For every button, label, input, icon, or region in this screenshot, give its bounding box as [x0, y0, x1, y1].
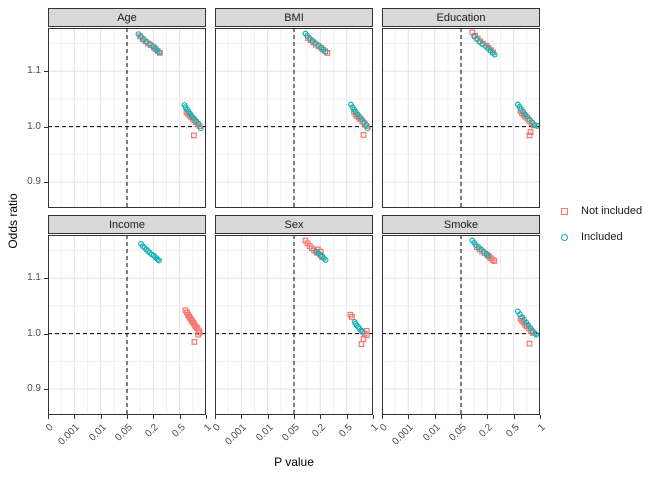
x-tick — [346, 415, 348, 419]
data-point-square — [527, 129, 534, 136]
data-point-square — [526, 132, 533, 139]
data-point-circle — [491, 51, 498, 58]
data-point-circle — [197, 125, 204, 132]
x-tick — [513, 415, 515, 419]
x-tick — [153, 415, 155, 419]
legend-label-not-included: Not included — [581, 205, 643, 217]
x-tick — [320, 415, 322, 419]
facet-panel-smoke — [382, 235, 540, 415]
y-tick-label: 1.0 — [27, 120, 41, 132]
x-tick — [100, 415, 102, 419]
data-point-square — [358, 341, 365, 348]
facet-strip-bmi: BMI — [215, 8, 373, 27]
y-tick — [44, 388, 48, 390]
facet-panel-age — [48, 28, 206, 208]
facet-strip-sex: Sex — [215, 215, 373, 234]
facet-strip-smoke: Smoke — [382, 215, 540, 234]
data-point-square — [491, 258, 498, 264]
y-tick — [44, 181, 48, 183]
x-axis-title: P value — [274, 455, 314, 469]
y-tick — [44, 333, 48, 335]
facet-strip-income: Income — [48, 215, 206, 234]
legend-item-included: Included — [561, 228, 642, 246]
facet-title: Sex — [284, 218, 304, 231]
panel-border — [215, 28, 373, 208]
data-point-circle — [532, 330, 539, 337]
y-tick-label: 1.0 — [27, 327, 41, 339]
y-tick-label: 0.9 — [27, 175, 41, 187]
x-tick — [267, 415, 269, 419]
data-point-circle — [154, 256, 161, 263]
x-tick — [461, 415, 462, 419]
y-tick — [44, 126, 48, 128]
facet-panel-income — [48, 235, 206, 415]
x-tick — [127, 415, 128, 419]
facet-title: BMI — [284, 11, 304, 24]
y-tick-label: 0.9 — [27, 382, 41, 394]
data-point-square — [360, 131, 367, 138]
x-tick — [48, 415, 49, 419]
data-point-circle — [322, 48, 329, 55]
legend-item-not-included: Not included — [561, 202, 642, 220]
facet-strip-education: Education — [382, 8, 540, 27]
data-point-square — [192, 323, 199, 330]
y-axis-title: Odds ratio — [6, 193, 20, 249]
data-point-square — [191, 338, 198, 345]
legend: Not included Included — [561, 202, 642, 254]
data-point-square — [363, 332, 370, 339]
x-tick — [434, 415, 436, 419]
panel-border — [48, 28, 206, 208]
facet-strip-age: Age — [48, 8, 206, 27]
x-tick — [206, 415, 207, 419]
facet-title: Age — [117, 11, 137, 24]
data-point-circle — [485, 253, 492, 259]
legend-label-included: Included — [581, 231, 623, 243]
x-tick — [373, 415, 374, 419]
x-tick — [382, 415, 383, 419]
data-point-square — [195, 331, 202, 338]
facet-title: Income — [108, 218, 146, 231]
open-square-marker-icon — [561, 207, 568, 215]
panel-border — [215, 235, 373, 415]
data-point-circle — [359, 329, 366, 335]
x-tick — [540, 415, 541, 419]
data-point-circle — [195, 120, 202, 127]
y-tick-label: 1.1 — [27, 65, 41, 77]
x-tick — [408, 415, 410, 419]
x-tick — [487, 415, 489, 419]
y-tick — [44, 71, 48, 73]
y-tick-label: 1.1 — [27, 272, 41, 284]
x-tick — [179, 415, 181, 419]
data-point-circle — [322, 257, 329, 263]
facet-panel-education — [382, 28, 540, 208]
open-circle-marker-icon — [561, 233, 568, 241]
y-tick — [44, 278, 48, 280]
facet-panel-bmi — [215, 28, 373, 208]
x-tick — [294, 415, 295, 419]
x-tick — [241, 415, 243, 419]
data-point-square — [190, 132, 197, 139]
x-tick — [74, 415, 76, 419]
data-point-circle — [533, 331, 540, 338]
data-point-square — [526, 340, 533, 347]
data-point-square — [349, 314, 355, 320]
facet-title: Education — [436, 11, 486, 24]
data-point-square — [352, 111, 359, 118]
panel-border — [48, 235, 206, 415]
facet-panel-sex — [215, 235, 373, 415]
panel-border — [382, 235, 540, 415]
facet-title: Smoke — [443, 218, 479, 231]
data-point-circle — [156, 49, 163, 56]
panel-border — [382, 28, 540, 208]
x-tick — [215, 415, 216, 419]
data-point-circle — [156, 257, 162, 264]
data-point-circle — [364, 125, 371, 132]
